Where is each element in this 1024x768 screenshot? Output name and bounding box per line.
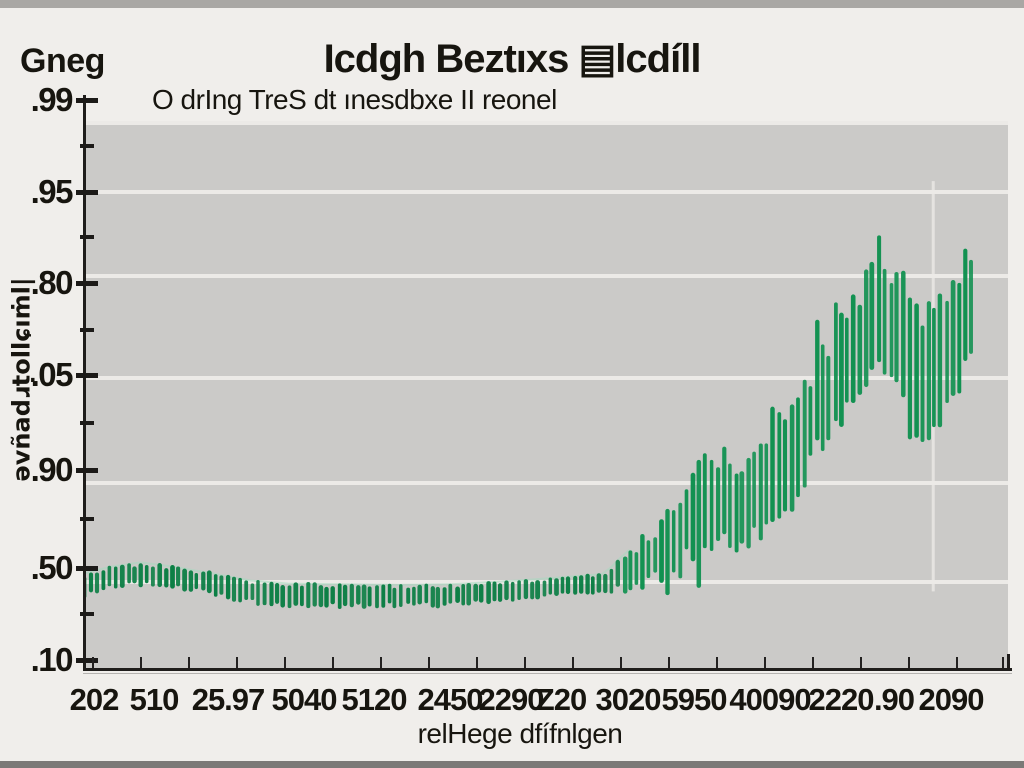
x-tick bbox=[428, 657, 430, 668]
x-tick-label: .90 bbox=[873, 682, 915, 717]
y-tick-label: .80 bbox=[30, 264, 74, 301]
y-tick-label: .50 bbox=[30, 549, 74, 586]
x-tick-label: Z20 bbox=[535, 682, 587, 717]
x-axis-endcap-tick bbox=[1007, 654, 1010, 671]
y-tick bbox=[76, 658, 98, 663]
x-tick-label: 5040 bbox=[271, 682, 338, 717]
x-tick-label: 25.97 bbox=[191, 682, 266, 717]
x-axis-title: relHege dfífnlgen bbox=[417, 718, 623, 749]
x-tick bbox=[668, 657, 670, 668]
x-tick bbox=[908, 657, 910, 668]
y-tick-label: .95 bbox=[30, 173, 74, 210]
x-tick bbox=[92, 657, 94, 668]
chart-subtitle: O drIng TreS dt ınesdbxe II reonel bbox=[152, 84, 557, 115]
x-tick bbox=[380, 657, 382, 668]
x-tick-label: 40090 bbox=[729, 682, 811, 717]
y-tick bbox=[76, 98, 98, 103]
x-axis-shadow-line bbox=[83, 673, 1012, 674]
x-tick bbox=[236, 657, 238, 668]
y-minor-tick bbox=[80, 421, 94, 425]
x-tick-label: 3020 bbox=[595, 682, 662, 717]
x-tick bbox=[860, 657, 862, 668]
y-minor-tick bbox=[80, 235, 94, 239]
x-tick-label: 2450 bbox=[417, 682, 484, 717]
y-minor-tick bbox=[80, 328, 94, 332]
data-series-svg bbox=[85, 121, 1008, 609]
x-tick-label: 5120 bbox=[341, 682, 408, 717]
y-tick-label: .90 bbox=[30, 451, 74, 488]
y-tick-label: .99 bbox=[30, 81, 74, 118]
x-tick-label: 5950 bbox=[661, 682, 728, 717]
y-tick bbox=[76, 566, 98, 571]
series-oscillating-green-series bbox=[85, 235, 973, 609]
y-tick bbox=[76, 373, 98, 378]
x-tick bbox=[572, 657, 574, 668]
y-tick-label: .05 bbox=[30, 356, 74, 393]
y-axis-line bbox=[83, 95, 86, 671]
y-tick bbox=[76, 190, 98, 195]
x-tick bbox=[716, 657, 718, 668]
x-tick-label: 2090 bbox=[918, 682, 985, 717]
y-tick-label: .10 bbox=[30, 641, 74, 678]
x-tick bbox=[812, 657, 814, 668]
x-tick bbox=[764, 657, 766, 668]
x-tick bbox=[524, 657, 526, 668]
x-tick-label: 2220 bbox=[808, 682, 875, 717]
x-tick bbox=[956, 657, 958, 668]
series-highlight-edge bbox=[85, 549, 631, 586]
y-minor-tick bbox=[80, 144, 94, 148]
x-axis-line bbox=[83, 668, 1012, 671]
chart-title: Icdgh Beztıxs ▤lcdíll bbox=[323, 37, 702, 81]
x-tick bbox=[476, 657, 478, 668]
y-minor-tick bbox=[80, 517, 94, 521]
x-tick bbox=[1002, 657, 1004, 668]
y-tick bbox=[76, 468, 98, 473]
top-border-band bbox=[0, 0, 1024, 8]
x-tick bbox=[140, 657, 142, 668]
plot-area bbox=[85, 121, 1008, 668]
x-tick-label: 202 bbox=[69, 682, 120, 717]
x-tick bbox=[188, 657, 190, 668]
x-tick-label: 2290 bbox=[478, 682, 545, 717]
x-tick bbox=[284, 657, 286, 668]
x-tick bbox=[620, 657, 622, 668]
bottom-border-band bbox=[0, 761, 1024, 768]
x-tick bbox=[332, 657, 334, 668]
x-tick-label: 510 bbox=[129, 682, 180, 717]
gridlines bbox=[85, 121, 1008, 592]
y-tick bbox=[76, 281, 98, 286]
y-minor-tick bbox=[80, 612, 94, 616]
corner-label: Gneg bbox=[20, 42, 105, 80]
